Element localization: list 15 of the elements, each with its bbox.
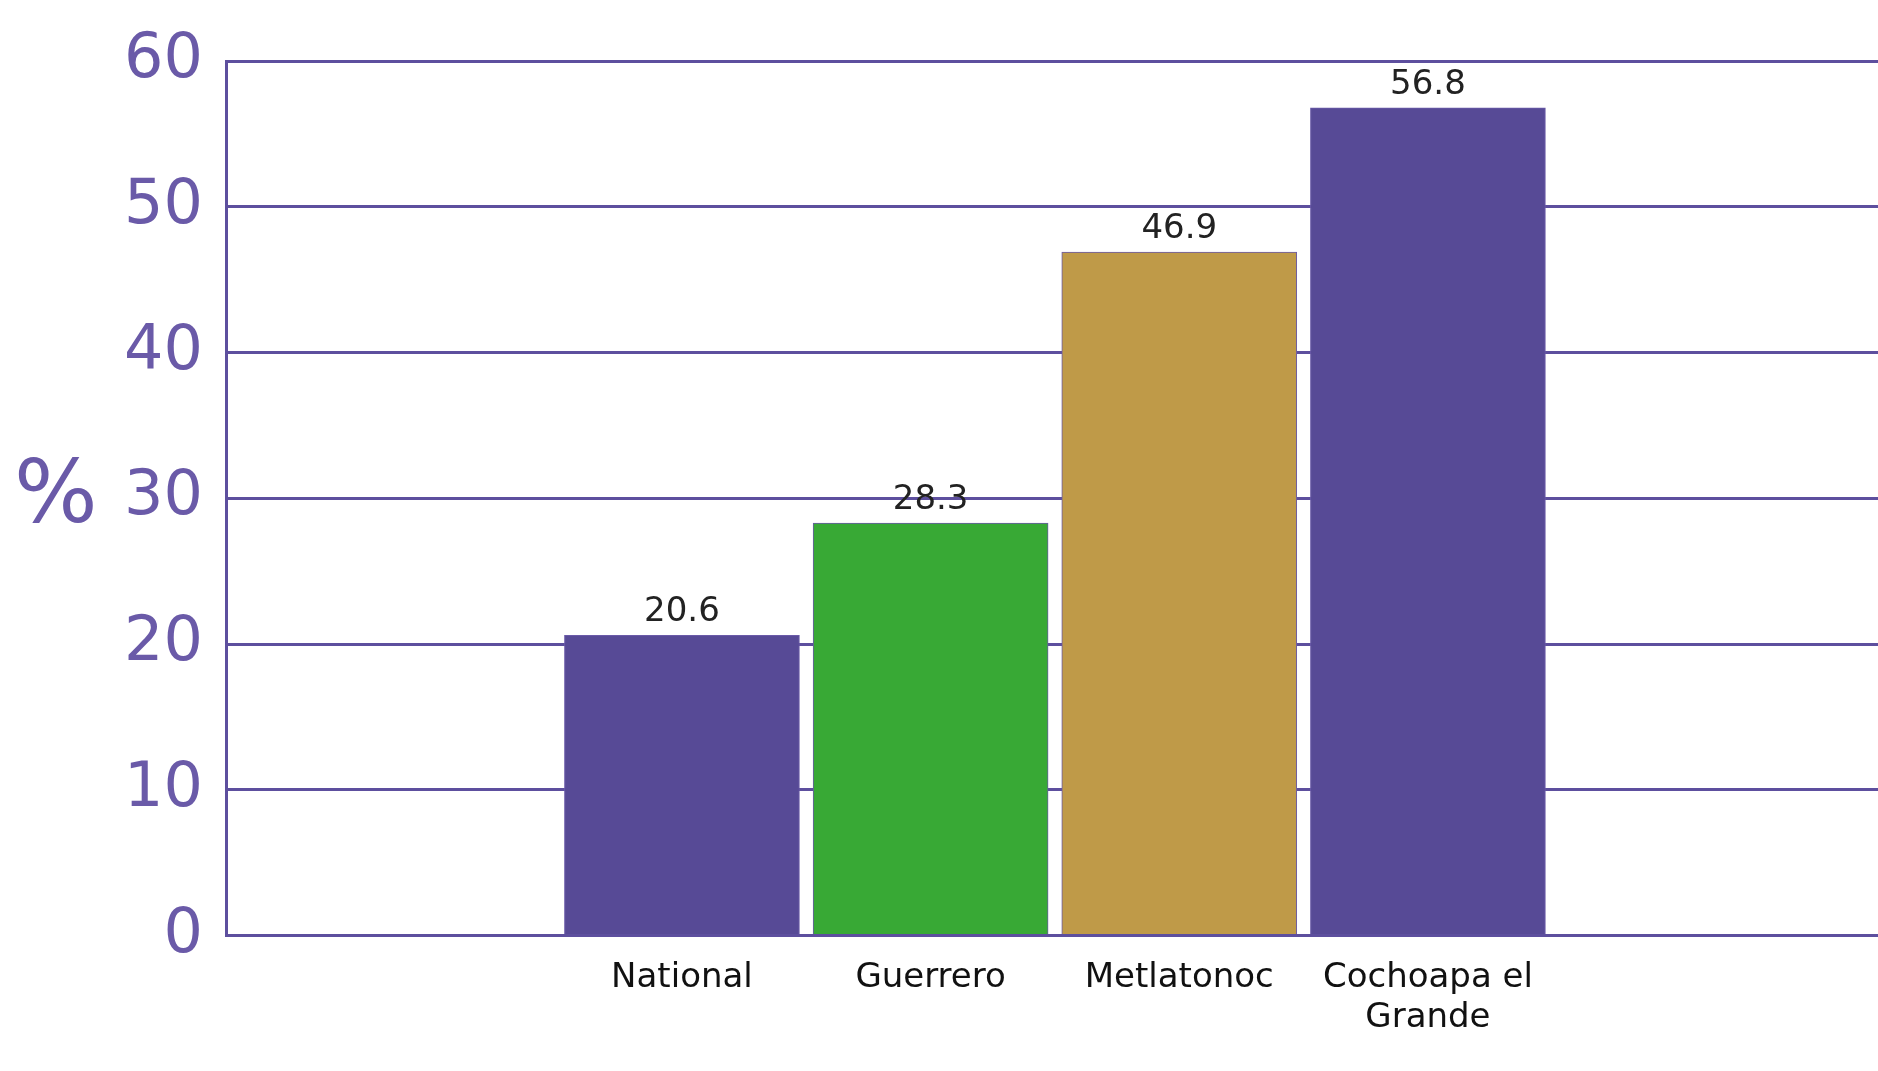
y-tick-label: 20 (123, 602, 203, 676)
y-tick-label: 30 (123, 456, 203, 530)
x-tick-label: Cochoapa el Grande (1322, 954, 1533, 1036)
data-label: 20.6 (644, 589, 720, 630)
y-tick-label: 0 (163, 893, 203, 967)
y-tick-label: 40 (123, 310, 203, 384)
data-label: 46.9 (1141, 205, 1218, 246)
y-tick-label: 50 (123, 165, 203, 239)
y-tick-label: 10 (123, 747, 203, 821)
x-tick-label: Guerrero (855, 954, 1006, 995)
y-tick-label: 60 (123, 19, 203, 93)
x-tick-label: Metlatonoc (1084, 954, 1274, 995)
data-label: 56.8 (1390, 61, 1466, 102)
y-axis-title: % (14, 440, 98, 543)
x-tick-label: National (611, 954, 753, 995)
